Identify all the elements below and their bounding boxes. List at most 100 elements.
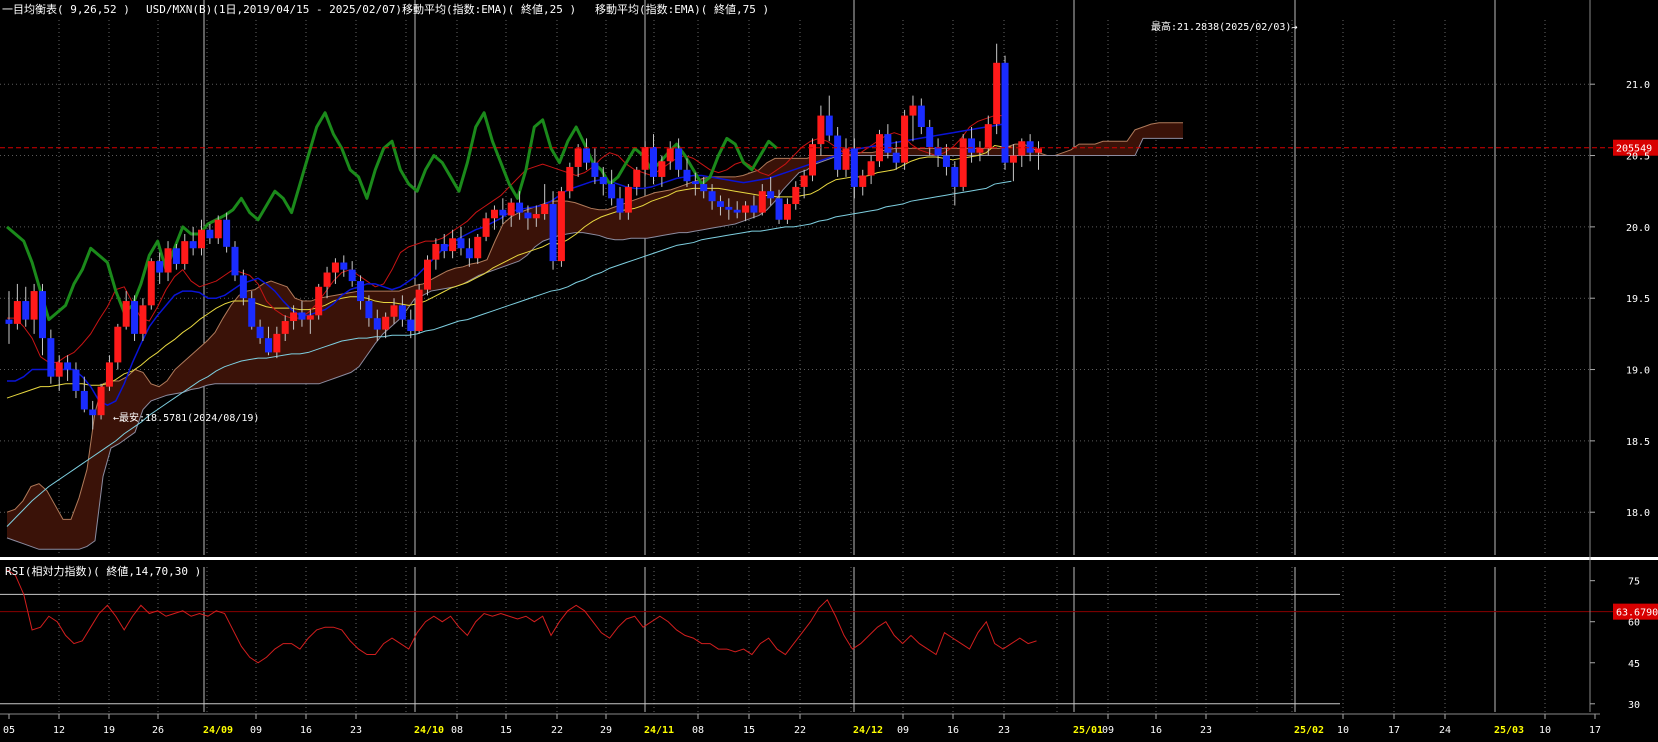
candle-body xyxy=(792,186,800,205)
candle-body xyxy=(700,184,708,192)
candle-body xyxy=(658,161,666,177)
candle-body xyxy=(884,134,892,153)
candle-body xyxy=(440,243,448,252)
x-day-label: 22 xyxy=(551,725,563,736)
candle-body xyxy=(38,291,46,339)
x-day-label: 23 xyxy=(1200,725,1212,736)
candle-body xyxy=(231,246,239,276)
x-day-label: 29 xyxy=(600,725,612,736)
candle-body xyxy=(758,191,766,213)
candle-body xyxy=(875,134,883,162)
candle-body xyxy=(198,229,206,249)
candle-body xyxy=(181,241,189,264)
candle-body xyxy=(156,261,164,273)
candle-body xyxy=(541,204,549,215)
candle-body xyxy=(13,301,21,324)
candle-body xyxy=(649,146,657,177)
candle-body xyxy=(189,241,197,249)
candle-body xyxy=(1009,155,1017,163)
y-tick-label: 20.5 xyxy=(1626,152,1650,163)
x-month-label: 24/09 xyxy=(203,725,233,736)
chikou-line xyxy=(6,111,779,322)
candle-body xyxy=(599,176,607,185)
candle-body xyxy=(557,191,565,262)
candle-body xyxy=(666,148,674,162)
candle-body xyxy=(290,312,298,322)
candle-body xyxy=(942,155,950,167)
x-day-label: 10 xyxy=(1539,725,1551,736)
candle-body xyxy=(382,316,390,330)
candle-body xyxy=(415,289,423,332)
x-month-label: 25/01 xyxy=(1073,725,1103,736)
x-month-label: 24/12 xyxy=(853,725,883,736)
x-day-label: 16 xyxy=(300,725,312,736)
candle-body xyxy=(524,212,532,219)
x-month-label: 24/11 xyxy=(644,725,674,736)
candle-body xyxy=(616,198,624,213)
indicator-lines xyxy=(6,111,1012,527)
low-annotation: ←最安:18.5781(2024/08/19) xyxy=(113,413,260,424)
rsi-title: RSI(相対力指数)( 終値,14,70,30 ) xyxy=(5,565,202,578)
candle-body xyxy=(934,146,942,156)
candle-body xyxy=(800,175,808,187)
candle-body xyxy=(432,243,440,260)
candle-body xyxy=(507,202,515,216)
candle-body xyxy=(89,409,97,416)
candle-body xyxy=(532,214,540,219)
x-day-label: 09 xyxy=(250,725,262,736)
current-price-value: 205549 xyxy=(1616,144,1652,155)
ema25-title: 移動平均(指数:EMA)( 終値,25 ) xyxy=(402,3,577,16)
candle-body xyxy=(1018,141,1026,156)
rsi-y-tick-label: 60 xyxy=(1628,618,1640,629)
indicator-title: 一目均衡表( 9,26,52 ) xyxy=(2,3,130,16)
ema25-line xyxy=(6,145,1012,399)
candle-body xyxy=(281,321,289,334)
candle-body xyxy=(457,238,465,249)
rsi-y-tick-label: 75 xyxy=(1628,577,1640,588)
x-day-label: 22 xyxy=(794,725,806,736)
candle-body xyxy=(365,301,373,319)
x-day-label: 12 xyxy=(53,725,65,736)
candle-body xyxy=(775,198,783,220)
y-tick-label: 18.0 xyxy=(1626,508,1650,519)
candle-body xyxy=(348,269,356,282)
candle-body xyxy=(783,204,791,220)
y-tick-label: 19.5 xyxy=(1626,294,1650,305)
candle-body xyxy=(114,326,122,363)
candle-body xyxy=(482,218,490,237)
rsi-y-tick-label: 45 xyxy=(1628,659,1640,670)
x-day-label: 09 xyxy=(1102,725,1114,736)
candle-body xyxy=(809,144,817,176)
candle-body xyxy=(340,262,348,270)
candle-body xyxy=(750,205,758,213)
candle-body xyxy=(825,115,833,136)
candle-body xyxy=(742,205,750,213)
candle-body xyxy=(917,105,925,127)
candle-body xyxy=(474,236,482,259)
x-day-label: 19 xyxy=(103,725,115,736)
candle-body xyxy=(716,201,724,207)
candle-body xyxy=(64,362,72,370)
candle-body xyxy=(817,115,825,145)
candle-body xyxy=(323,272,331,287)
candle-body xyxy=(131,301,139,334)
candle-body xyxy=(984,124,992,149)
candle-body xyxy=(398,305,406,320)
candle-body xyxy=(767,191,775,199)
candle-body xyxy=(105,362,113,387)
candle-body xyxy=(22,301,30,320)
rsi-current-value: 63.6790 xyxy=(1616,608,1658,619)
senkou-span-b xyxy=(6,137,1183,550)
ema75-line xyxy=(6,180,1012,527)
candle-body xyxy=(298,312,306,320)
candle-body xyxy=(465,248,473,259)
x-day-label: 15 xyxy=(500,725,512,736)
candle-body xyxy=(574,148,582,167)
symbol-title: USD/MXN(B)(1日,2019/04/15 - 2025/02/07) xyxy=(146,3,403,16)
high-annotation: 最高:21.2838(2025/02/03)→ xyxy=(1151,22,1298,33)
candle-body xyxy=(926,127,934,147)
candle-body xyxy=(55,362,63,377)
x-day-label: 10 xyxy=(1337,725,1349,736)
x-day-label: 16 xyxy=(1150,725,1162,736)
